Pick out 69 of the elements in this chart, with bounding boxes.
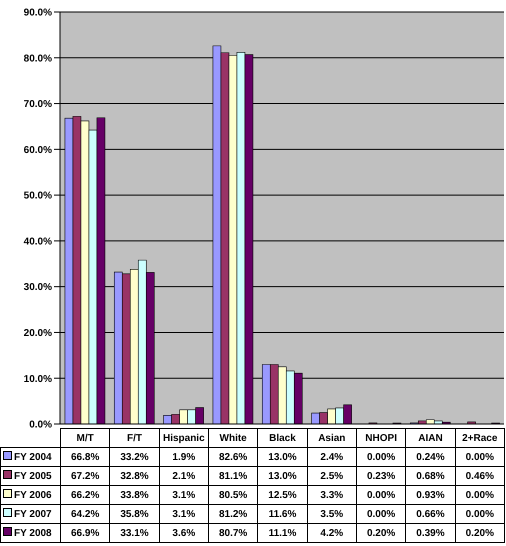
legend-label: FY 2007 (0, 504, 60, 524)
data-label: 0.00% (356, 504, 406, 524)
y-tick-label: 20.0% (24, 328, 52, 339)
data-label: 11.6% (258, 504, 308, 524)
data-label: 33.8% (110, 486, 160, 504)
y-tick-label: 80.0% (24, 53, 52, 64)
y-tick-label: 30.0% (24, 282, 52, 294)
x-tick-label: M/T (60, 428, 110, 448)
data-label: 80.5% (208, 486, 258, 504)
data-label: 12.5% (258, 486, 308, 504)
data-label: 0.93% (406, 486, 456, 504)
data-label: 0.46% (455, 466, 504, 486)
legend-label: FY 2008 (0, 524, 60, 542)
data-label: 0.66% (406, 504, 456, 524)
data-label: 0.00% (455, 504, 504, 524)
legend-label: FY 2006 (0, 486, 60, 504)
y-tick-label: 60.0% (24, 144, 52, 156)
legend-label: FY 2005 (0, 466, 60, 486)
data-label: 81.1% (208, 466, 258, 486)
x-tick-label: Black (258, 428, 308, 448)
y-tick-label: 90.0% (24, 8, 52, 19)
y-tick-label: 50.0% (24, 190, 52, 202)
x-tick-label: Hispanic (159, 428, 208, 448)
data-label: 0.00% (356, 448, 406, 466)
y-tick-label: 40.0% (24, 236, 52, 248)
data-label: 1.9% (159, 448, 208, 466)
x-tick-label: Asian (307, 428, 356, 448)
data-label: 3.5% (307, 504, 356, 524)
data-label: 0.24% (406, 448, 456, 466)
data-label: 3.1% (159, 504, 208, 524)
legend-label: FY 2004 (0, 448, 60, 466)
data-label: 66.2% (60, 486, 110, 504)
data-label: 67.2% (60, 466, 110, 486)
data-label: 0.00% (455, 486, 504, 504)
x-tick-label: White (208, 428, 258, 448)
data-label: 32.8% (110, 466, 160, 486)
data-label: 82.6% (208, 448, 258, 466)
data-label: 4.2% (307, 524, 356, 542)
data-label: 66.9% (60, 524, 110, 542)
data-label: 2.4% (307, 448, 356, 466)
data-label: 3.3% (307, 486, 356, 504)
data-label: 3.1% (159, 486, 208, 504)
x-tick-label: NHOPI (356, 428, 406, 448)
data-label: 0.20% (455, 524, 504, 542)
y-tick-label: 70.0% (24, 99, 52, 110)
data-label: 35.8% (110, 504, 160, 524)
data-label: 33.2% (110, 448, 160, 466)
data-label: 64.2% (60, 504, 110, 524)
x-tick-label: F/T (110, 428, 160, 448)
data-label: 81.2% (208, 504, 258, 524)
data-label: 33.1% (110, 524, 160, 542)
data-label: 2.5% (307, 466, 356, 486)
y-tick-label: 0.0% (29, 420, 52, 431)
data-label: 0.20% (356, 524, 406, 542)
data-label: 0.39% (406, 524, 456, 542)
data-label: 80.7% (208, 524, 258, 542)
data-label: 0.00% (356, 486, 406, 504)
x-tick-label: AIAN (406, 428, 456, 448)
data-label: 0.68% (406, 466, 456, 486)
data-label: 2.1% (159, 466, 208, 486)
y-tick-label: 10.0% (24, 374, 52, 385)
data-label: 0.00% (455, 448, 504, 466)
data-label: 66.8% (60, 448, 110, 466)
x-tick-label: 2+Race (455, 428, 504, 448)
data-label: 11.1% (258, 524, 308, 542)
data-label: 3.6% (159, 524, 208, 542)
data-label: 13.0% (258, 448, 308, 466)
data-label: 0.23% (356, 466, 406, 486)
data-label: 13.0% (258, 466, 308, 486)
